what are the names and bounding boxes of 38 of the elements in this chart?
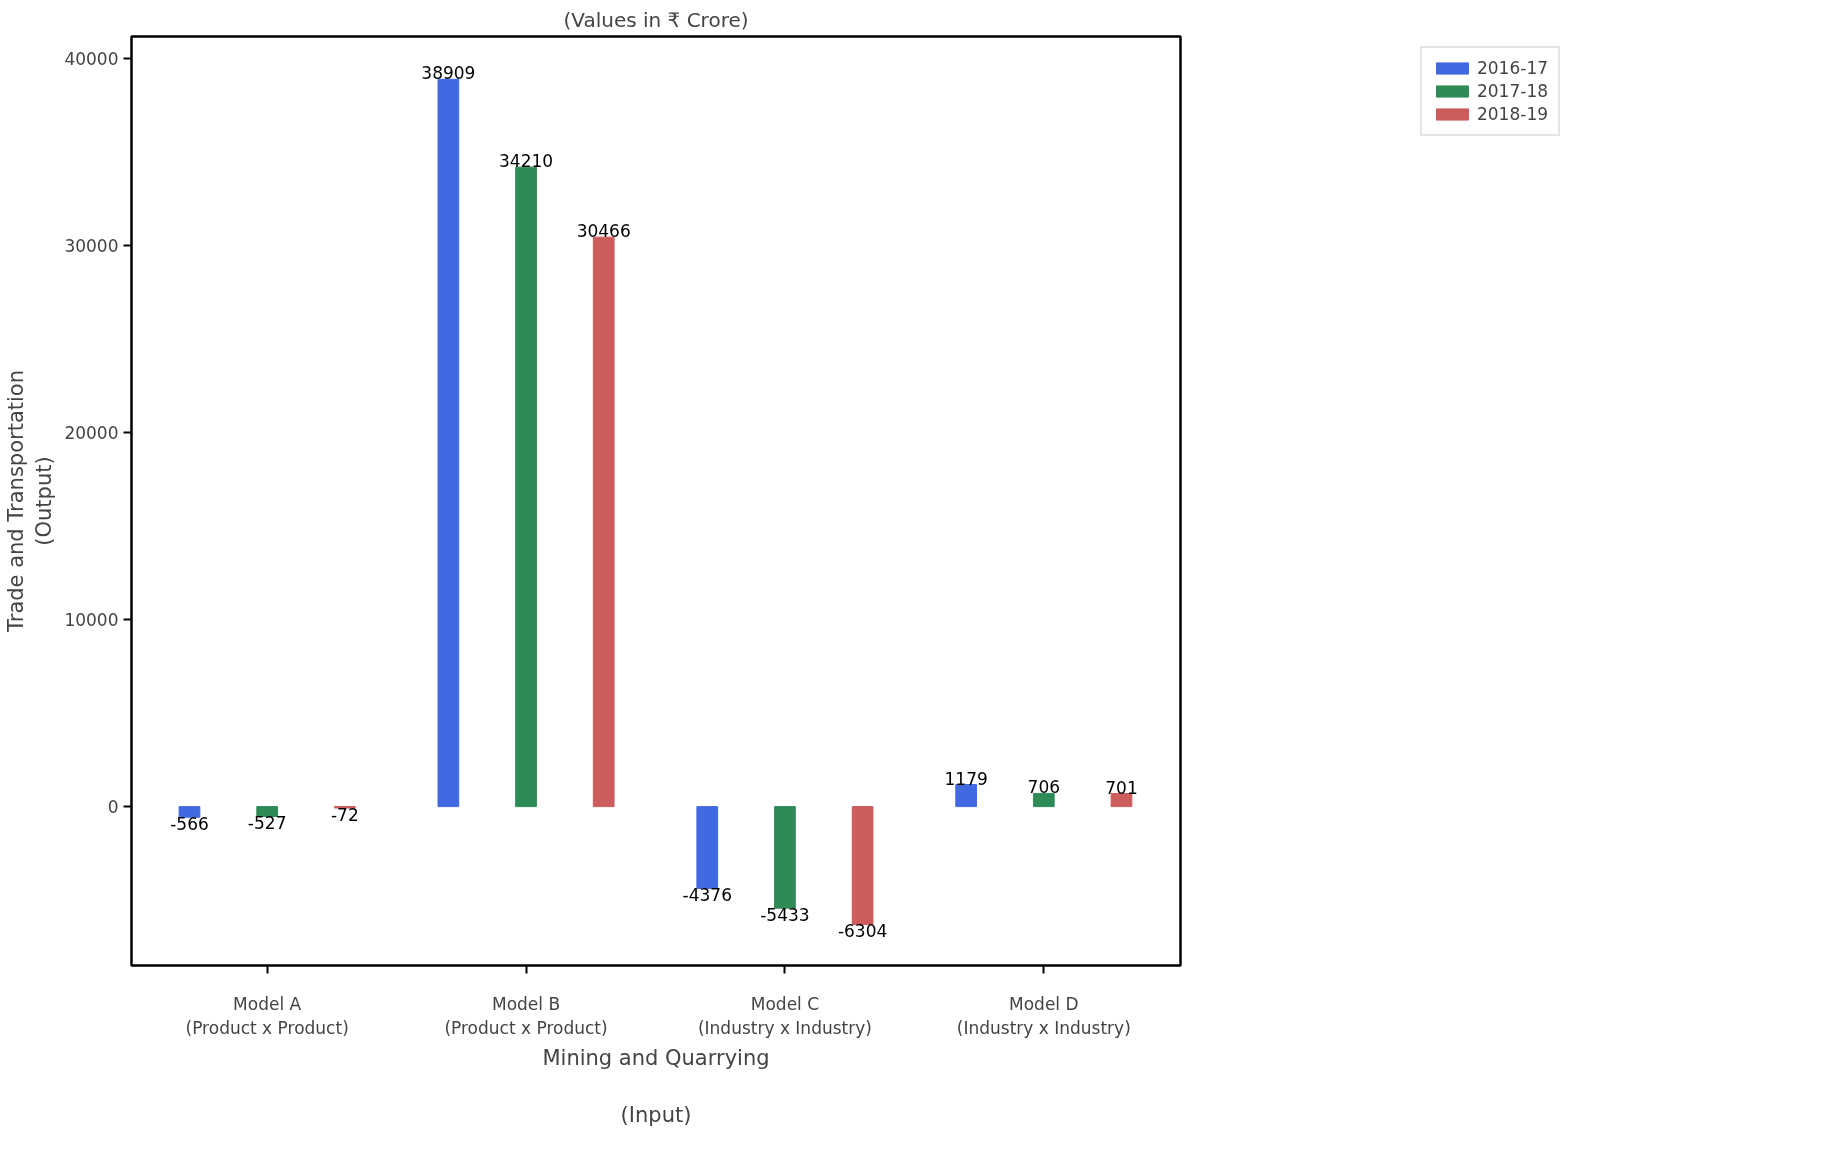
bar	[774, 806, 796, 909]
bar	[1032, 792, 1055, 808]
y-tick-label: 20000	[64, 423, 119, 444]
y-tick-label: 10000	[64, 610, 119, 631]
x-tick-label: Model D (Industry x Industry)	[956, 993, 1131, 1038]
bar	[1110, 793, 1133, 808]
legend-label: 2018-19	[1476, 104, 1549, 124]
data-label: 1179	[944, 768, 988, 789]
data-label: -566	[170, 814, 209, 835]
bar	[515, 166, 537, 808]
data-label: -527	[247, 813, 287, 834]
chart-title: (Values in ₹ Crore)	[563, 7, 749, 32]
y-tick-label: 30000	[64, 236, 119, 257]
bar	[955, 784, 977, 808]
data-label: -6304	[837, 921, 888, 942]
text: Mining and Quarrying (Input)	[542, 1045, 770, 1128]
bar	[592, 236, 615, 808]
data-label: -72	[330, 804, 359, 825]
bar	[437, 78, 460, 808]
y-tick-label: 0	[107, 797, 119, 818]
bar	[851, 806, 874, 925]
data-label: 701	[1105, 777, 1138, 798]
data-label: -5433	[760, 905, 810, 926]
data-label: -4376	[682, 885, 732, 906]
y-axis-title: Trade and Transportation (Output)	[3, 369, 57, 633]
bar	[178, 806, 201, 818]
legend-label: 2017-18	[1476, 81, 1549, 101]
x-tick-label: Model A (Product x Product)	[185, 993, 349, 1038]
data-label: 34210	[499, 151, 554, 172]
bar	[256, 806, 279, 817]
data-label: 30466	[576, 221, 631, 242]
legend-label: 2016-17	[1476, 58, 1549, 78]
bar	[696, 806, 719, 889]
x-tick-label: Model C (Industry x Industry)	[697, 993, 872, 1038]
y-tick-label: 40000	[64, 49, 119, 70]
x-tick-label: Model B (Product x Product)	[444, 993, 608, 1038]
data-label: 706	[1027, 777, 1061, 798]
data-label: 38909	[421, 63, 476, 84]
